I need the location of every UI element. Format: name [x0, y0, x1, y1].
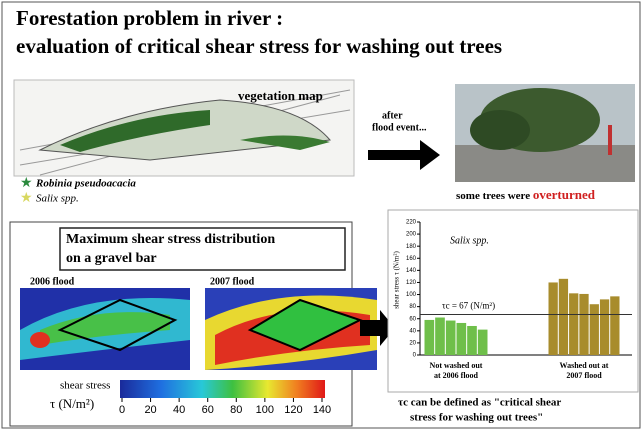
conclusion: stress for washing out trees" [410, 412, 543, 424]
bar [478, 330, 488, 355]
y-tick-label: 180 [406, 244, 417, 250]
colorbar-tick-label: 20 [144, 404, 156, 416]
panel-title: on a gravel bar [66, 251, 157, 266]
legend-marker: ★ [20, 176, 33, 191]
chart-annotation: Salix spp. [450, 235, 489, 246]
bar [569, 293, 578, 355]
photo [455, 84, 635, 182]
y-tick-label: 80 [409, 304, 416, 310]
title: Forestation problem in river : [16, 6, 283, 30]
colorbar-label: shear stress [60, 380, 110, 392]
bar [590, 304, 599, 355]
colorbar-tick-label: 140 [313, 404, 331, 416]
y-tick-label: 40 [409, 328, 416, 334]
y-tick-label: 20 [409, 340, 416, 346]
slide: Forestation problem in river : evaluatio… [0, 0, 642, 430]
bar [610, 296, 619, 355]
y-tick-label: 200 [406, 232, 417, 238]
y-tick-label: 120 [406, 280, 417, 286]
photo-caption: some trees were overturned [456, 187, 596, 202]
colorbar-tick-label: 120 [284, 404, 302, 416]
map-label: vegetation map [238, 88, 323, 103]
y-tick-label: 60 [409, 316, 416, 322]
bar [549, 282, 558, 355]
colorbar [120, 380, 325, 398]
caption-text: some trees were [456, 190, 530, 202]
legend-marker: ★ [20, 191, 33, 206]
y-tick-label: 160 [406, 256, 417, 262]
bar [600, 299, 609, 355]
title: evaluation of critical shear stress for … [16, 34, 502, 58]
y-tick-label: 220 [406, 220, 417, 226]
bar [467, 326, 477, 355]
bar [559, 279, 568, 355]
conclusion: τc can be defined as "critical shear [398, 397, 561, 409]
y-tick-label: 100 [406, 292, 417, 298]
colorbar-tick-label: 100 [256, 404, 274, 416]
panel-title: Maximum shear stress distribution [66, 232, 275, 247]
threshold-label: τc = 67 (N/m²) [442, 301, 495, 311]
legend-label: Robinia pseudoacacia [35, 178, 136, 190]
bar [457, 323, 467, 355]
colorbar-tick-label: 40 [173, 404, 185, 416]
caption-highlight: overturned [533, 187, 596, 202]
bar [435, 318, 445, 355]
colorbar-tick-label: 80 [230, 404, 242, 416]
bar [579, 294, 588, 355]
legend-label: Salix spp. [36, 193, 79, 205]
colorbar-tick-label: 60 [202, 404, 214, 416]
colorbar-tick-label: 0 [119, 404, 125, 416]
stress-map [20, 288, 190, 370]
map-title: 2006 flood [30, 276, 75, 287]
y-tick-label: 140 [406, 268, 417, 274]
bar [446, 321, 456, 355]
arrow-label: flood event... [372, 122, 427, 133]
map-title: 2007 flood [210, 276, 255, 287]
arrow-label: after [382, 110, 403, 121]
bar [425, 320, 435, 355]
colorbar-label: τ (N/m²) [50, 396, 94, 411]
y-axis-label: shear stress τ (N/m²) [393, 251, 401, 309]
stress-map [205, 288, 377, 370]
